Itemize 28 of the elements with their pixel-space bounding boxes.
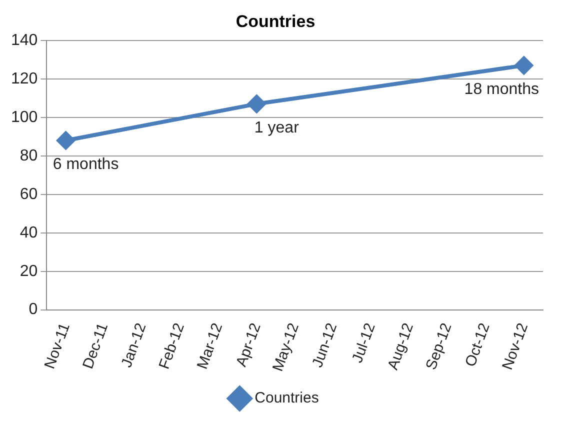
x-tick-label: Feb-12 xyxy=(156,320,188,372)
x-tick-label: Nov-12 xyxy=(499,320,532,372)
x-tick-label: Aug-12 xyxy=(384,320,418,372)
y-tick-label: 80 xyxy=(20,147,38,164)
legend-label: Countries xyxy=(254,390,319,407)
annotation: 6 months xyxy=(52,156,119,173)
y-tick-label: 120 xyxy=(10,70,38,88)
x-tick-label: Apr-12 xyxy=(232,320,264,369)
y-tick-label: 60 xyxy=(20,186,38,203)
x-tick-label: Dec-11 xyxy=(79,320,112,372)
y-tick-label: 100 xyxy=(10,108,38,126)
annotation: 18 months xyxy=(464,80,540,98)
x-tick-label: Nov-11 xyxy=(41,320,74,372)
x-tick-label: Mar-12 xyxy=(194,320,226,372)
x-tick-label: Sep-12 xyxy=(422,320,456,372)
x-tick-label: Jul-12 xyxy=(348,320,379,366)
x-tick-label: Jan-12 xyxy=(118,320,150,370)
x-tick-label: Oct-12 xyxy=(462,320,494,369)
y-tick-label: 140 xyxy=(10,32,38,49)
point xyxy=(514,56,533,74)
point xyxy=(56,131,75,150)
point xyxy=(248,94,266,113)
annotation: 1 year xyxy=(254,119,300,136)
y-tick-label: 20 xyxy=(20,262,38,280)
y-tick-label: 40 xyxy=(20,224,38,242)
x-tick-label: Jun-12 xyxy=(309,320,341,370)
chart-title: Countries xyxy=(236,12,316,31)
y-tick-label: 0 xyxy=(28,301,38,318)
